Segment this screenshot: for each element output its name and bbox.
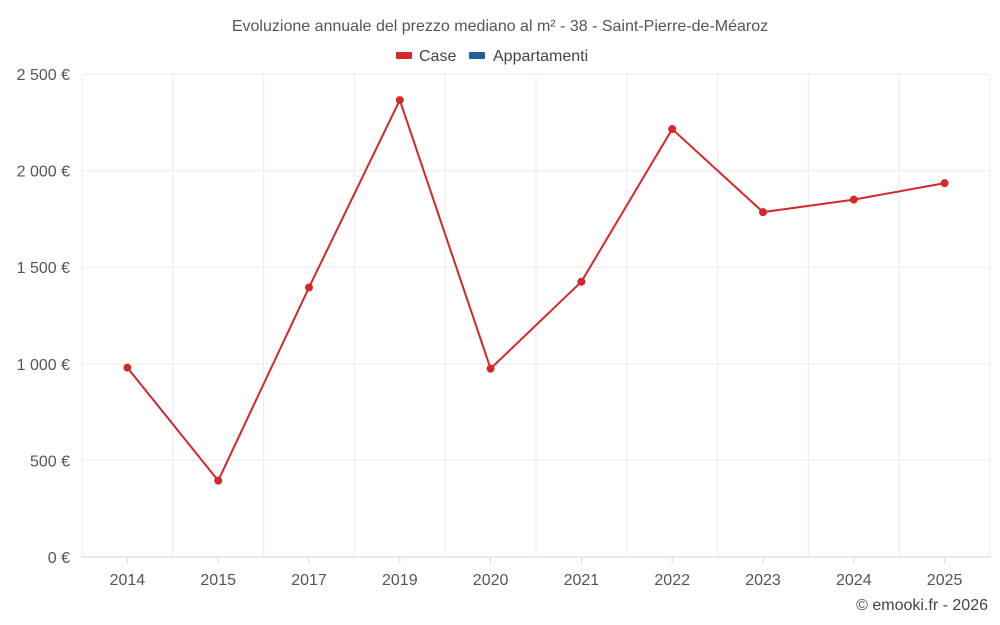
legend-swatch-case[interactable] [396,52,412,59]
data-point-2014[interactable] [123,363,132,372]
x-tick-label: 2021 [564,572,600,589]
y-tick-label: 2 500 € [17,67,70,84]
chart-title: Evoluzione annuale del prezzo mediano al… [232,18,768,35]
legend: Case Appartamenti [396,48,588,65]
x-tick-label: 2017 [291,572,327,589]
data-point-2020[interactable] [486,364,495,373]
data-point-2021[interactable] [577,277,586,286]
x-tick-label: 2014 [110,572,146,589]
y-tick-label: 1 000 € [17,357,70,374]
legend-label-appartamenti[interactable]: Appartamenti [493,48,588,65]
data-point-2023[interactable] [759,208,767,217]
data-point-2019[interactable] [395,96,404,105]
y-tick-label: 1 500 € [17,260,70,277]
data-point-2015[interactable] [214,476,223,485]
x-tick-label: 2019 [382,572,418,589]
data-point-2022[interactable] [668,125,677,134]
data-point-2024[interactable] [849,195,858,204]
y-tick-label: 500 € [30,453,70,470]
data-point-2017[interactable] [305,283,313,292]
x-tick-label: 2015 [200,572,236,589]
y-tick-label: 2 000 € [17,164,70,181]
series-case [123,96,949,485]
x-tick-label: 2024 [836,572,872,589]
x-tick-label: 2022 [654,572,690,589]
legend-label-case[interactable]: Case [419,48,456,65]
credit-text: © emooki.fr - 2026 [856,597,988,614]
x-tick-label: 2025 [927,572,963,589]
x-tick-label: 2023 [745,572,781,589]
axes: 0 € 500 € 1 000 € 1 500 € 2 000 € 2 500 € 2014… [17,67,990,589]
grid [81,73,991,557]
series-line-case [126,99,945,482]
y-tick-label: 0 € [48,550,70,567]
legend-swatch-appartamenti[interactable] [469,52,485,59]
x-tick-label: 2020 [473,572,509,589]
data-point-2025[interactable] [940,179,949,188]
